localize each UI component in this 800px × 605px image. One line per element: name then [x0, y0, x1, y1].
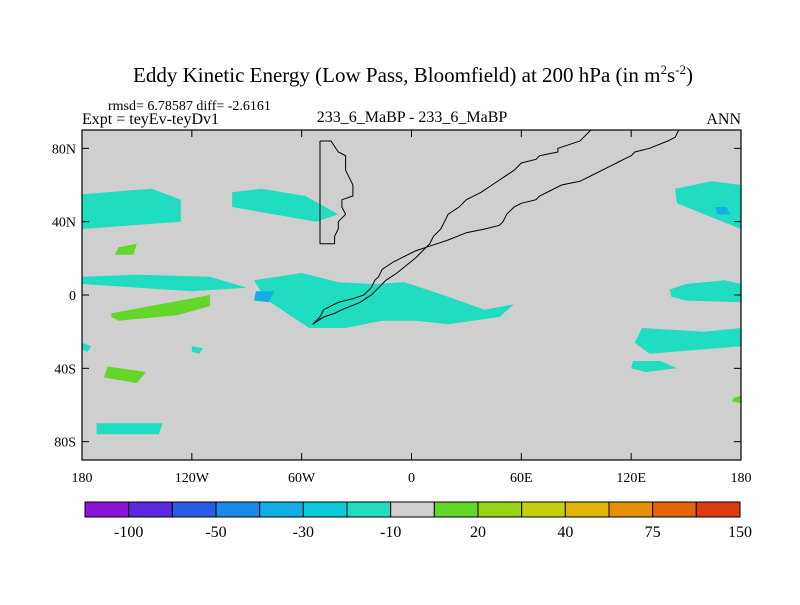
contour-region-10: [82, 342, 92, 352]
contour-region-2: [82, 274, 247, 292]
x-tick-label-3: 0: [408, 471, 415, 486]
colorbar-label-0: -100: [114, 524, 143, 541]
colorbar-label-1: -50: [205, 524, 226, 541]
colorbar-box-3: [215, 501, 261, 518]
expt-label: Expt = teyEv-teyDv1: [82, 111, 219, 128]
contour-region-0: [82, 188, 181, 229]
contour-regions: [82, 181, 741, 435]
coastline-0: [312, 130, 680, 325]
colorbar-box-6: [346, 501, 392, 518]
colorbar-box-12: [608, 501, 654, 518]
x-tick-label-6: 180: [731, 471, 752, 486]
colorbar-box-4: [259, 501, 304, 518]
colorbar-box-7: [390, 501, 435, 518]
colorbar-box-13: [652, 501, 697, 518]
y-tick-label-1: 40N: [52, 216, 76, 231]
colorbar-box-10: [521, 501, 566, 518]
colorbar-label-5: 40: [557, 524, 573, 541]
chart-title: Eddy Kinetic Energy (Low Pass, Bloomfiel…: [133, 62, 693, 87]
colorbar-label-3: -10: [380, 524, 401, 541]
x-tick-label-4: 60E: [510, 471, 533, 486]
coastlines: [312, 130, 680, 325]
stats-label: rmsd= 6.78587 diff= -2.6161: [108, 99, 271, 114]
chart-title-close: ): [686, 63, 693, 87]
contour-region-12: [715, 207, 730, 215]
contour-region-14: [115, 243, 137, 255]
contour-region-1: [232, 188, 339, 222]
x-tick-label-2: 60W: [288, 471, 316, 486]
chart-title-main: Eddy Kinetic Energy (Low Pass, Bloomfiel…: [133, 63, 660, 87]
contour-region-8: [675, 181, 741, 229]
case-label: 233_6_MaBP - 233_6_MaBP: [317, 109, 508, 126]
contour-region-7: [96, 423, 163, 435]
chart-title-sup2: -2: [675, 62, 686, 77]
contour-region-3: [254, 273, 514, 328]
x-tick-label-0: 180: [72, 471, 93, 486]
y-tick-label-0: 80N: [52, 142, 76, 157]
colorbar-box-9: [477, 501, 523, 518]
colorbar-box-8: [433, 501, 479, 518]
contour-region-15: [104, 366, 147, 383]
contour-region-5: [634, 328, 741, 354]
x-tick-label-1: 120W: [175, 471, 210, 486]
axes: 180 120W 60W 0 60E 120E 180 80N 40N 0 40S 80S: [52, 130, 752, 486]
colorbar-label-7: 150: [728, 524, 752, 541]
contour-region-6: [631, 361, 677, 372]
y-tick-label-4: 80S: [54, 436, 76, 451]
season-label: ANN: [706, 111, 741, 128]
contour-region-13: [111, 295, 211, 321]
chart-title-unit: s: [667, 63, 675, 87]
colorbar-box-11: [564, 501, 610, 518]
x-tick-label-5: 120E: [616, 471, 646, 486]
colorbar-label-2: -30: [293, 524, 314, 541]
contour-region-9: [191, 346, 203, 354]
colorbar-label-6: 75: [645, 524, 661, 541]
colorbar-box-2: [171, 501, 217, 518]
contour-region-4: [669, 280, 741, 303]
colorbar-label-4: 20: [470, 524, 486, 541]
colorbar-box-14: [695, 501, 741, 518]
colorbar-box-1: [128, 501, 173, 518]
colorbar-box-5: [302, 501, 348, 518]
colorbar: -100 -50 -30 -10 20 40 75 150: [84, 501, 752, 541]
chart-title-sup1: 2: [660, 62, 667, 77]
y-tick-label-3: 40S: [54, 362, 76, 377]
contour-region-16: [731, 395, 741, 404]
coastline-1: [319, 140, 354, 245]
y-tick-label-2: 0: [69, 289, 76, 304]
contour-region-11: [254, 291, 275, 303]
colorbar-box-0: [84, 501, 130, 518]
